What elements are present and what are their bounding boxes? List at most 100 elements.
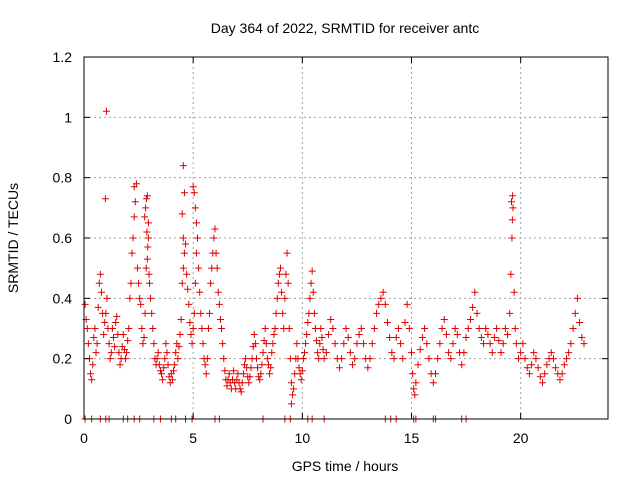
data-point <box>96 270 104 278</box>
data-point <box>464 325 472 332</box>
data-point <box>405 325 413 332</box>
data-point <box>93 340 101 348</box>
data-point <box>297 376 305 384</box>
data-point <box>192 249 200 257</box>
data-point <box>493 325 501 332</box>
data-point <box>180 189 188 197</box>
y-tick-label: 0 <box>64 411 72 427</box>
data-point <box>111 343 119 351</box>
data-point <box>180 249 188 257</box>
data-point <box>370 325 378 332</box>
data-point <box>578 334 586 342</box>
data-point <box>149 325 157 332</box>
data-point <box>379 288 387 296</box>
data-point <box>442 331 450 339</box>
data-point <box>88 376 96 384</box>
data-point <box>199 340 207 348</box>
data-point <box>179 234 187 242</box>
data-point <box>178 279 186 287</box>
data-point <box>580 340 588 348</box>
data-point <box>495 337 503 345</box>
y-tick-label: 0.2 <box>53 351 73 367</box>
data-point <box>242 355 250 363</box>
data-point <box>299 355 307 363</box>
data-point <box>142 195 150 203</box>
x-tick-label: 0 <box>80 430 88 446</box>
data-point <box>475 325 483 332</box>
data-point <box>186 318 194 326</box>
data-point <box>477 334 485 342</box>
data-point <box>490 334 498 342</box>
data-point <box>484 331 492 339</box>
data-point <box>142 264 150 272</box>
data-point <box>381 300 389 308</box>
data-point <box>191 279 199 287</box>
data-point <box>534 364 542 372</box>
data-point <box>310 309 318 317</box>
data-point <box>115 349 123 357</box>
data-point <box>567 340 575 348</box>
data-point <box>359 340 367 348</box>
data-point <box>107 349 115 357</box>
data-point <box>449 340 457 348</box>
data-point <box>147 294 155 302</box>
data-point <box>453 331 461 339</box>
data-point <box>190 309 198 317</box>
data-point <box>488 349 496 357</box>
data-point <box>214 288 222 296</box>
data-point <box>184 285 192 293</box>
data-point <box>316 340 324 348</box>
data-point <box>105 340 113 348</box>
data-point <box>161 355 169 363</box>
data-point <box>138 325 146 332</box>
data-point <box>386 334 394 342</box>
data-point <box>375 300 383 308</box>
data-point <box>507 198 515 206</box>
data-point <box>303 331 311 339</box>
data-point <box>188 340 196 348</box>
data-point <box>517 349 525 357</box>
data-point <box>130 183 138 191</box>
data-point <box>530 349 538 357</box>
data-point <box>215 300 223 308</box>
data-point <box>148 309 156 317</box>
data-point <box>101 318 109 326</box>
data-point <box>279 309 287 317</box>
data-point <box>179 162 187 170</box>
data-point <box>397 340 405 348</box>
data-point <box>445 349 453 357</box>
data-point <box>552 364 560 372</box>
data-point <box>211 225 219 233</box>
data-point <box>346 349 354 357</box>
data-point <box>353 340 361 348</box>
data-point <box>338 355 346 363</box>
data-point <box>130 213 138 221</box>
data-point <box>198 325 206 332</box>
data-point <box>220 355 228 363</box>
data-point <box>508 234 516 242</box>
data-point <box>285 325 293 332</box>
data-point <box>171 361 179 369</box>
data-point <box>126 294 134 302</box>
data-point <box>411 391 419 399</box>
data-point <box>460 349 468 357</box>
data-point <box>416 346 424 354</box>
data-point <box>510 288 518 296</box>
data-point <box>451 325 459 332</box>
data-point <box>423 340 431 348</box>
data-point <box>141 309 149 317</box>
data-point <box>102 309 110 317</box>
data-point <box>340 340 348 348</box>
data-point <box>213 264 221 272</box>
data-point <box>306 294 314 302</box>
data-point <box>129 234 137 242</box>
axis-ticks <box>83 56 608 420</box>
data-point <box>302 340 310 348</box>
data-point <box>293 340 301 348</box>
data-point <box>469 303 477 311</box>
data-point <box>377 294 385 302</box>
data-point <box>576 318 584 326</box>
x-tick-label: 15 <box>404 430 420 446</box>
data-point <box>438 325 446 332</box>
data-point <box>364 364 372 372</box>
